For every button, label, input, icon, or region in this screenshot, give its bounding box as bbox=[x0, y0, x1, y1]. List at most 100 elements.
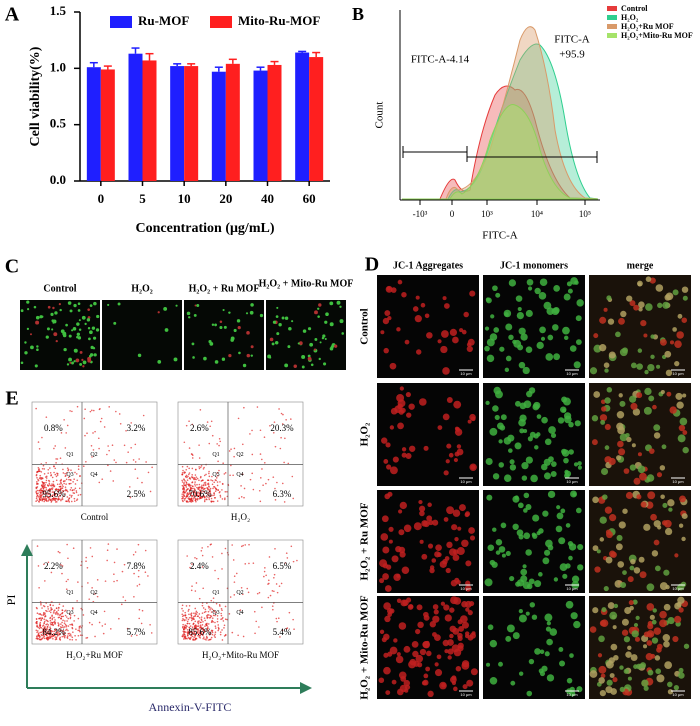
cell-dot bbox=[442, 639, 450, 647]
cell-dot bbox=[444, 556, 450, 561]
event-dot bbox=[71, 638, 74, 641]
cell-dot bbox=[626, 436, 632, 443]
event-dot bbox=[56, 472, 59, 475]
event-dot bbox=[209, 492, 212, 495]
cell-dot bbox=[503, 437, 512, 445]
event-dot bbox=[210, 500, 212, 502]
cell-dot bbox=[186, 311, 191, 316]
cell-dot bbox=[163, 306, 168, 311]
cell-dot bbox=[636, 363, 643, 370]
cell-dot bbox=[302, 329, 307, 333]
cell-dot bbox=[672, 327, 677, 332]
cell-dot bbox=[647, 363, 655, 372]
cell-dot bbox=[452, 627, 460, 635]
cell-dot bbox=[462, 684, 468, 690]
cell-dot bbox=[518, 418, 526, 427]
event-dot bbox=[206, 421, 209, 423]
event-dot bbox=[233, 594, 236, 596]
event-dot bbox=[190, 636, 192, 639]
event-dot bbox=[207, 627, 209, 630]
event-dot bbox=[44, 497, 46, 499]
event-dot bbox=[61, 621, 63, 624]
event-dot bbox=[193, 630, 195, 633]
cell-dot bbox=[27, 308, 30, 311]
event-dot bbox=[66, 490, 69, 493]
cell-dot bbox=[532, 514, 540, 522]
event-dot bbox=[204, 610, 207, 613]
event-dot bbox=[60, 479, 62, 482]
cell-dot bbox=[638, 307, 643, 312]
event-dot bbox=[55, 638, 58, 641]
event-dot bbox=[57, 488, 60, 491]
event-dot bbox=[50, 623, 52, 626]
cell-dot bbox=[528, 387, 536, 394]
event-dot bbox=[55, 462, 57, 464]
event-dot bbox=[218, 604, 221, 606]
event-dot bbox=[74, 634, 76, 637]
cell-dot bbox=[562, 397, 571, 406]
quadrant-name: Q3 bbox=[212, 610, 219, 616]
event-dot bbox=[75, 638, 77, 641]
cell-dot bbox=[525, 346, 533, 353]
cell-dot bbox=[664, 350, 672, 358]
event-dot bbox=[58, 628, 61, 630]
event-dot bbox=[187, 610, 190, 612]
event-dot bbox=[199, 466, 202, 469]
cell-dot bbox=[621, 629, 629, 636]
scale-bar-label: 10 μm bbox=[460, 371, 472, 376]
cell-dot bbox=[575, 507, 582, 514]
cell-dot bbox=[623, 468, 630, 474]
cell-dot bbox=[222, 308, 225, 312]
quadrant-name: Q2 bbox=[236, 452, 243, 458]
event-dot bbox=[261, 606, 263, 609]
cell-dot bbox=[648, 448, 655, 454]
scale-bar-label: 10 μm bbox=[672, 586, 684, 591]
cell-dot bbox=[523, 492, 530, 499]
event-dot bbox=[77, 494, 80, 496]
x-tick-label: 20 bbox=[219, 191, 232, 206]
event-dot bbox=[106, 559, 108, 562]
event-dot bbox=[50, 571, 53, 574]
cell-dot bbox=[644, 387, 652, 396]
cell-dot bbox=[63, 347, 67, 352]
event-dot bbox=[64, 472, 66, 475]
event-dot bbox=[128, 486, 131, 488]
cell-dot bbox=[633, 477, 641, 485]
event-dot bbox=[59, 636, 61, 639]
quadrant-value: 6.3% bbox=[273, 489, 292, 499]
cell-dot bbox=[538, 292, 547, 300]
event-dot bbox=[252, 562, 255, 564]
event-dot bbox=[231, 544, 233, 546]
quadrant-name: Q4 bbox=[90, 610, 97, 616]
event-dot bbox=[57, 609, 60, 611]
fluorescence-image bbox=[20, 300, 100, 370]
event-dot bbox=[85, 556, 87, 559]
event-dot bbox=[52, 612, 55, 614]
event-dot bbox=[53, 632, 55, 635]
cell-dot bbox=[663, 569, 670, 576]
cell-dot bbox=[534, 287, 541, 295]
cell-dot bbox=[384, 493, 391, 500]
cell-dot bbox=[69, 309, 73, 313]
cell-dot bbox=[604, 423, 611, 431]
event-dot bbox=[69, 410, 71, 412]
event-dot bbox=[80, 607, 83, 610]
event-dot bbox=[77, 465, 80, 467]
event-dot bbox=[199, 489, 202, 492]
quadrant-name: Q3 bbox=[66, 610, 73, 616]
event-dot bbox=[50, 501, 53, 503]
event-dot bbox=[41, 634, 43, 637]
event-dot bbox=[211, 631, 214, 634]
cell-dot bbox=[484, 578, 493, 587]
cell-dot bbox=[675, 392, 683, 400]
cell-dot bbox=[307, 356, 312, 361]
cell-dot bbox=[24, 341, 27, 344]
cell-dot bbox=[533, 401, 541, 410]
event-dot bbox=[219, 496, 222, 498]
cell-dot bbox=[272, 320, 277, 324]
event-dot bbox=[42, 496, 45, 499]
event-dot bbox=[78, 625, 81, 628]
cell-dot bbox=[399, 684, 408, 693]
event-dot bbox=[48, 496, 50, 499]
cell-dot bbox=[454, 426, 460, 431]
